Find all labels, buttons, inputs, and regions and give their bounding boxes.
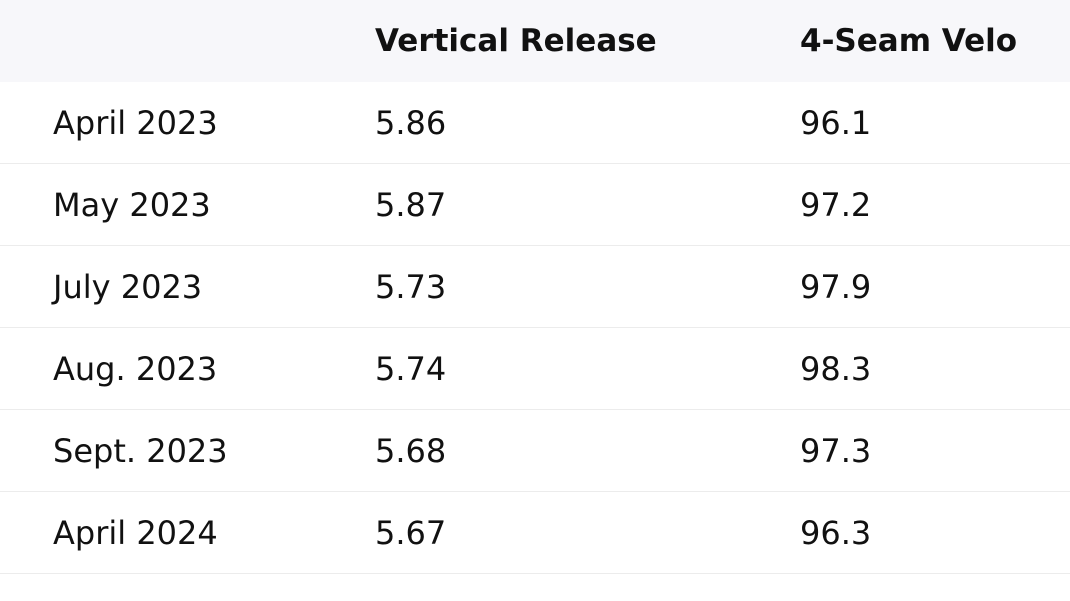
table-cell: 96.1 xyxy=(800,82,1070,164)
table-cell: April 2024 xyxy=(0,491,375,574)
table-cell: 5.68 xyxy=(375,409,800,492)
header-row: Vertical Release 4-Seam Velo xyxy=(0,0,1070,82)
table-cell: 96.3 xyxy=(800,491,1070,574)
table-row: Aug. 2023 5.74 98.3 xyxy=(0,327,1070,410)
table-cell: April 2023 xyxy=(0,82,375,164)
table-cell: 5.73 xyxy=(375,245,800,328)
table-cell: 5.74 xyxy=(375,327,800,410)
table-cell: July 2023 xyxy=(0,245,375,328)
table-cell: Aug. 2023 xyxy=(0,327,375,410)
header-cell xyxy=(0,0,375,82)
header-cell: Vertical Release xyxy=(375,0,800,82)
table-cell: 97.9 xyxy=(800,245,1070,328)
table-cell: 5.67 xyxy=(375,491,800,574)
data-table: Vertical Release 4-Seam Velo April 2023 5.… xyxy=(0,0,1070,574)
table-cell: 98.3 xyxy=(800,327,1070,410)
table-head: Vertical Release 4-Seam Velo xyxy=(0,0,1070,82)
table-cell: 97.3 xyxy=(800,409,1070,492)
table-row: July 2023 5.73 97.9 xyxy=(0,245,1070,328)
table-cell: Sept. 2023 xyxy=(0,409,375,492)
header-cell: 4-Seam Velo xyxy=(800,0,1070,82)
table-body: April 2023 5.86 96.1 May 2023 5.87 97.2 July 2… xyxy=(0,82,1070,574)
table-row: May 2023 5.87 97.2 xyxy=(0,163,1070,246)
table-row: April 2023 5.86 96.1 xyxy=(0,82,1070,164)
table-cell: 5.86 xyxy=(375,82,800,164)
table-row: April 2024 5.67 96.3 xyxy=(0,491,1070,574)
table-row: Sept. 2023 5.68 97.3 xyxy=(0,409,1070,492)
table-cell: May 2023 xyxy=(0,163,375,246)
table-cell: 97.2 xyxy=(800,163,1070,246)
table-cell: 5.87 xyxy=(375,163,800,246)
